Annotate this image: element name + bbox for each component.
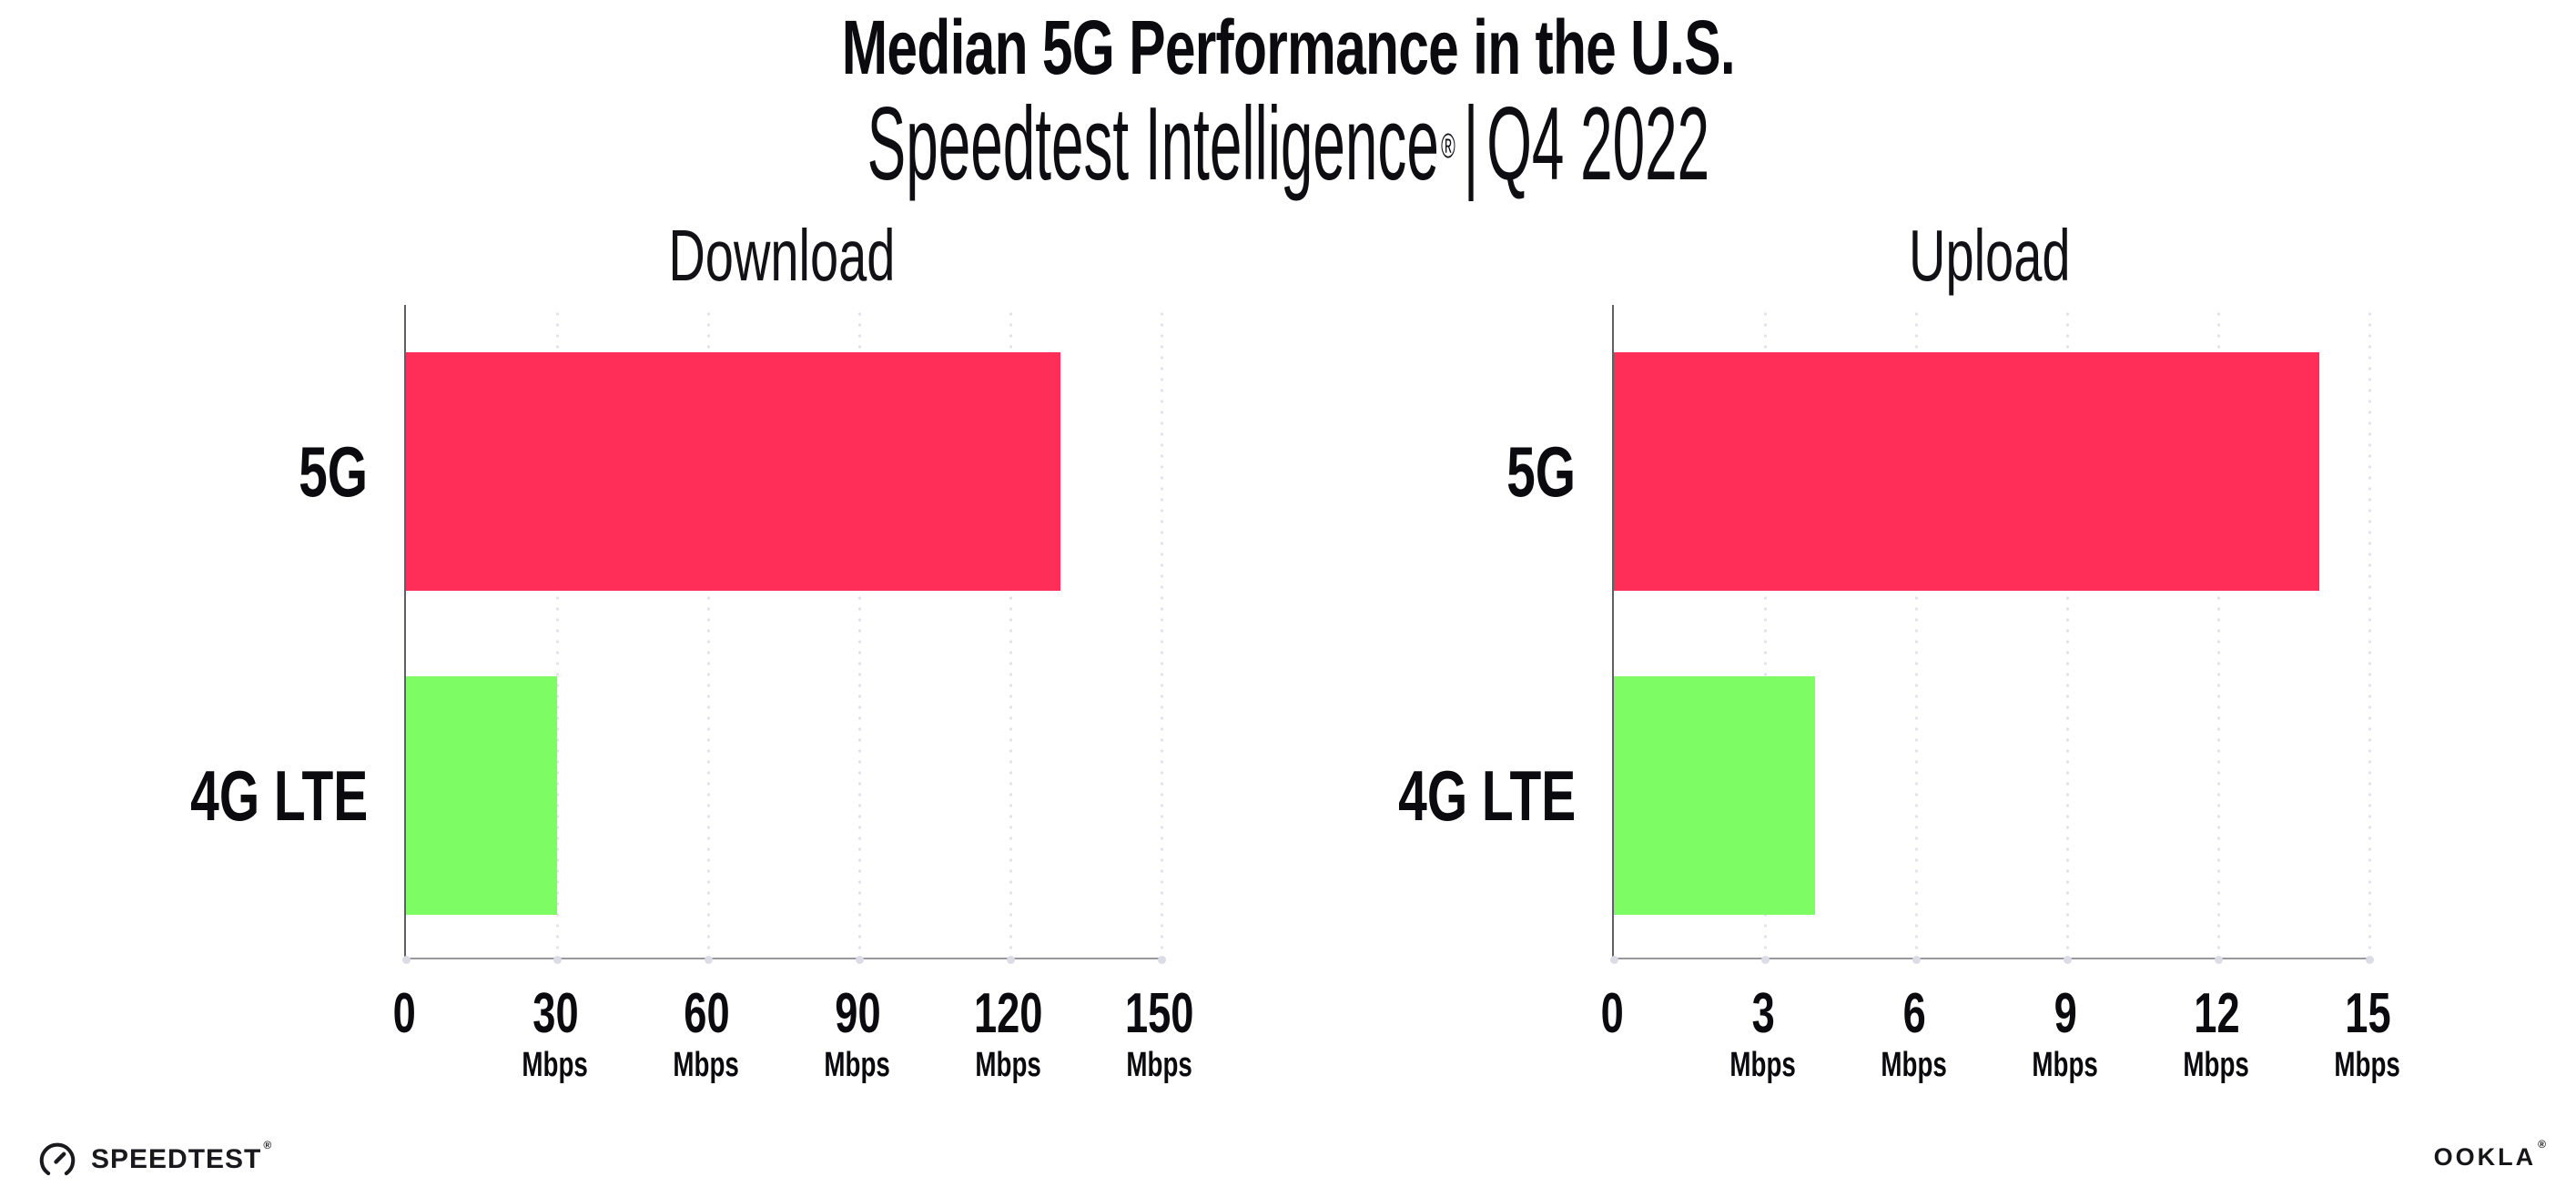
axis-tick-dot-15: [2365, 955, 2374, 964]
gridline-150-mbps: [1160, 309, 1163, 958]
subtitle-brand: Speedtest Intelligence: [867, 86, 1439, 202]
axis-tick-dot-0: [1609, 955, 1618, 964]
bar-4g-lte-upload: [1614, 676, 1816, 915]
gridline-12-mbps: [2216, 309, 2220, 958]
axis-tick-dot-3: [1760, 955, 1770, 964]
bar-5g-download: [406, 352, 1061, 591]
ookla-wordmark: OOKLA: [2433, 1143, 2537, 1171]
page-title-text: Median 5G Performance in the U.S.: [841, 5, 1735, 90]
row-label-4g-lte: 4G LTE: [1397, 756, 1576, 836]
row-label-4g-lte: 4G LTE: [189, 756, 368, 836]
gridline-30-mbps: [555, 309, 559, 958]
gridline-9-mbps: [2065, 309, 2069, 958]
row-label-5g: 5G: [1506, 431, 1576, 512]
page-subtitle: Speedtest Intelligence®|Q4 2022: [0, 91, 2576, 198]
gridline-120-mbps: [1009, 309, 1012, 958]
axis-tick-dot-9: [2063, 955, 2072, 964]
gridline-3-mbps: [1763, 309, 1767, 958]
axis-tick-dot-90: [855, 955, 864, 964]
page-title: Median 5G Performance in the U.S.: [0, 9, 2576, 86]
axis-tick-dot-12: [2214, 955, 2223, 964]
bar-4g-lte-download: [406, 676, 557, 915]
gridline-6-mbps: [1914, 309, 1918, 958]
ookla-logo: OOKLA ®: [2433, 1138, 2549, 1172]
speedtest-logo: SPEEDTEST ®: [36, 1136, 272, 1183]
bar-5g-upload: [1614, 352, 2319, 591]
axis-tick-dot-150: [1157, 955, 1166, 964]
axis-tick-dot-6: [1912, 955, 1921, 964]
registered-mark-icon: ®: [1440, 127, 1455, 166]
download-plot-area: [401, 305, 1166, 964]
gridline-60-mbps: [706, 309, 710, 958]
download-x-axis-ticks: 0 30 Mbps 60 Mbps 90 Mbps 120 Mbps 150 Mbps: [392, 982, 1194, 1085]
download-chart-title: Download: [668, 215, 896, 296]
subtitle-separator: |: [1463, 86, 1478, 202]
upload-plot-area: [1609, 305, 2374, 964]
ookla-trademark-icon: ®: [2538, 1138, 2549, 1151]
subtitle-period: Q4 2022: [1486, 86, 1709, 202]
gridline-15-mbps: [2368, 309, 2371, 958]
axis-tick-dot-0: [401, 955, 411, 964]
row-label-5g: 5G: [299, 431, 368, 512]
download-chart: Download 0 30 Mbps 60 Mbps 90 Mbps 120 Mbps 150 Mb…: [76, 218, 1196, 1138]
upload-chart: Upload 0 3 Mbps 6 Mbps 9 Mbps 12 Mbps 15 Mbps 5G 4G…: [1284, 218, 2404, 1138]
upload-chart-title: Upload: [1909, 215, 2071, 296]
speedtest-wordmark: SPEEDTEST ®: [91, 1139, 273, 1174]
axis-tick-dot-60: [704, 955, 713, 964]
speedtest-trademark-icon: ®: [263, 1139, 273, 1151]
gridline-90-mbps: [857, 309, 861, 958]
axis-tick-dot-120: [1006, 955, 1015, 964]
axis-tick-dot-30: [553, 955, 562, 964]
upload-x-axis-ticks: 0 3 Mbps 6 Mbps 9 Mbps 12 Mbps 15 Mbps: [1600, 982, 2401, 1085]
speedtest-gauge-icon: [39, 1142, 76, 1176]
